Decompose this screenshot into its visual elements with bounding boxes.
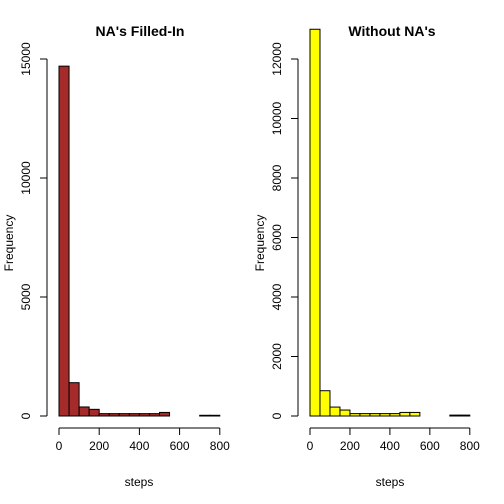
x-tick-label: 200 [89, 439, 109, 453]
axes-group: 0 200 400 600 800 0 5000 10000 15000 [19, 42, 230, 453]
y-tick-label: 10000 [270, 101, 284, 135]
y-tick-label: 10000 [19, 161, 33, 195]
x-tick-label: 800 [460, 439, 480, 453]
chart-title: Without NA's [348, 23, 435, 39]
x-tick-label: 600 [420, 439, 440, 453]
histogram-bar [319, 390, 331, 417]
histogram-panel-na-filled: NA's Filled-In steps Frequency 0 200 400 60… [2, 23, 230, 489]
x-tick-label: 400 [380, 439, 400, 453]
y-tick-label: 6000 [270, 224, 284, 251]
histogram-bar [158, 411, 171, 417]
bars-group [309, 28, 471, 417]
y-axis-label: Frequency [2, 215, 16, 272]
y-axis-label: Frequency [253, 215, 267, 272]
histogram-bar [349, 413, 361, 417]
histogram-bar [209, 414, 221, 417]
histogram-bar [108, 413, 120, 417]
histogram-bar [389, 413, 401, 417]
histogram-bar [138, 413, 150, 417]
x-axis-label: steps [125, 475, 154, 489]
histogram-bar [329, 406, 341, 417]
y-tick-label: 15000 [19, 42, 33, 76]
x-tick-label: 800 [210, 439, 230, 453]
histogram-bar [128, 413, 140, 417]
histogram-bar [459, 414, 471, 417]
y-tick-label: 12000 [270, 42, 284, 76]
histogram-panel-without-na: Without NA's steps Frequency 0 200 400 600 8… [253, 23, 480, 489]
x-axis-label: steps [376, 475, 405, 489]
x-tick-label: 600 [170, 439, 190, 453]
y-tick-label: 5000 [19, 283, 33, 310]
histogram-bar [369, 413, 381, 417]
histogram-bar [88, 408, 100, 417]
y-tick-label: 2000 [270, 343, 284, 370]
histogram-bar [98, 413, 110, 417]
histogram-bar [359, 413, 371, 417]
chart-title: NA's Filled-In [96, 23, 185, 39]
y-tick-label: 4000 [270, 283, 284, 310]
x-tick-label: 0 [56, 439, 63, 453]
histogram-bar [379, 413, 391, 417]
histogram-bar [68, 382, 80, 417]
y-tick-label: 0 [270, 412, 284, 419]
y-tick-label: 8000 [270, 164, 284, 191]
histogram-bar [58, 65, 70, 417]
histogram-bar [78, 406, 90, 417]
histogram-bar [339, 409, 351, 417]
histogram-bar [148, 413, 160, 417]
x-tick-label: 200 [340, 439, 360, 453]
histogram-bar [449, 414, 461, 417]
histogram-bar [309, 28, 321, 417]
histogram-bar [199, 414, 211, 417]
x-tick-label: 0 [307, 439, 314, 453]
x-tick-label: 400 [129, 439, 149, 453]
histogram-bar [118, 413, 130, 417]
histogram-bar [399, 411, 411, 417]
y-tick-label: 0 [19, 412, 33, 419]
histogram-bar [409, 411, 421, 417]
bars-group [58, 65, 221, 417]
